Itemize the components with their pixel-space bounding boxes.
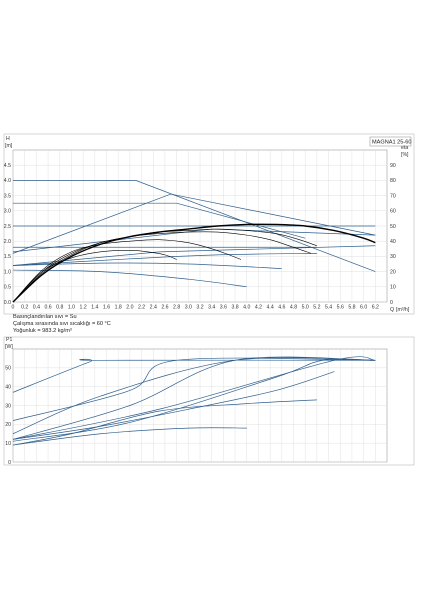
x-tick-label: 4.4 [267, 305, 274, 311]
x-tick-label: 2.2 [138, 305, 145, 311]
y-axis-right-label: eta [401, 145, 408, 151]
x-tick-label: 4.0 [243, 305, 250, 311]
p1-tick-label: 40 [5, 384, 11, 390]
power-curve [12, 427, 247, 446]
y-right-tick-label: 90 [390, 163, 396, 169]
efficiency-curve [12, 250, 177, 303]
y-right-tick-label: 0 [390, 300, 393, 306]
power-curve [12, 356, 376, 440]
p1-tick-label: 30 [5, 403, 11, 409]
efficiency-curve [12, 231, 312, 303]
x-axis-unit: [m³/h] [396, 307, 410, 313]
x-tick-label: 3.0 [185, 305, 192, 311]
pump-curve [13, 202, 306, 239]
efficiency-curve [12, 228, 317, 303]
x-tick-label: 5.8 [348, 305, 355, 311]
p1-tick-label: 50 [5, 366, 11, 372]
x-tick-label: 3.6 [220, 305, 227, 311]
condition-temperature: Çalışma sırasında sıvı sıcaklığı = 60 °C [13, 321, 111, 327]
title-box [369, 136, 412, 147]
efficiency-curve [12, 239, 242, 303]
x-tick-label: 5.2 [313, 305, 320, 311]
top-tick-labels: 0 0.2 0.4 0.6 0.8 1.0 1.2 1.4 1.6 1.8 2.0 2.2 2.4 2.6… [4, 163, 396, 311]
y-right-tick-label: 80 [390, 178, 396, 184]
p1-tick-label: 0 [8, 460, 11, 466]
power-curve [12, 399, 317, 446]
x-tick-label: 0.8 [56, 305, 63, 311]
y-tick-label: 2.0 [4, 239, 11, 245]
x-tick-label: 3.2 [196, 305, 203, 311]
x-tick-label: 6.2 [372, 305, 379, 311]
x-tick-label: 4.2 [255, 305, 262, 311]
y-tick-label: 1.5 [4, 254, 11, 260]
top-panel-frame [3, 133, 415, 315]
y-right-tick-label: 70 [390, 193, 396, 199]
x-tick-label: 2.0 [126, 305, 133, 311]
x-tick-label: 3.8 [231, 305, 238, 311]
chart-title: MAGNA1 25-60 [372, 140, 411, 146]
bottom-tick-labels: 0 10 20 30 40 50 [5, 366, 11, 466]
x-tick-label: 5.4 [325, 305, 332, 311]
x-tick-label: 4.8 [290, 305, 297, 311]
y-tick-label: 1.0 [4, 269, 11, 275]
y-axis-left-unit: [m] [5, 143, 13, 149]
y-right-tick-label: 60 [390, 209, 396, 215]
power-curve [12, 371, 335, 440]
power-curve [12, 358, 376, 393]
p1-tick-label: 20 [5, 422, 11, 428]
x-tick-label: 0.2 [21, 305, 28, 311]
bottom-series-group [12, 356, 376, 446]
efficiency-curve [12, 223, 376, 303]
y-tick-label: 3.5 [4, 193, 11, 199]
x-tick-label: 4.6 [278, 305, 285, 311]
x-tick-label: 0.4 [33, 305, 40, 311]
y-right-tick-label: 20 [390, 269, 396, 275]
x-tick-label: 1.0 [68, 305, 75, 311]
y-axis-left-label: H [6, 136, 10, 142]
y-tick-label: 0.0 [4, 300, 11, 306]
x-tick-label: 2.8 [173, 305, 180, 311]
y-tick-label: 0.5 [4, 285, 11, 291]
p1-axis-unit: [W] [5, 344, 13, 350]
condition-fluid: Basınçlandırılan sıvı = Su [13, 314, 77, 320]
y-right-tick-label: 30 [390, 254, 396, 260]
x-tick-label: 1.6 [103, 305, 110, 311]
condition-density: Yoğunluk = 983.2 kg/m³ [13, 328, 72, 334]
y-axis-right-unit: [%] [401, 152, 409, 158]
pump-curve [12, 262, 282, 269]
x-tick-label: 1.4 [91, 305, 98, 311]
x-tick-label: 5.6 [337, 305, 344, 311]
pump-curve [12, 193, 376, 254]
y-tick-label: 3.0 [4, 209, 11, 215]
y-right-tick-label: 40 [390, 239, 396, 245]
pump-curve [13, 180, 376, 272]
bottom-grid [12, 349, 387, 463]
y-right-tick-label: 10 [390, 285, 396, 291]
y-tick-label: 4.0 [4, 178, 11, 184]
x-tick-label: 6.0 [360, 305, 367, 311]
p1-axis-label: P1 [6, 337, 12, 343]
x-tick-label: 1.8 [115, 305, 122, 311]
x-tick-label: 0 [12, 305, 15, 311]
x-axis-label: Q [390, 307, 394, 313]
x-tick-label: 2.6 [161, 305, 168, 311]
x-tick-label: 5.0 [302, 305, 309, 311]
y-tick-label: 4.5 [4, 163, 11, 169]
power-curve [12, 356, 376, 440]
top-series-group [12, 180, 376, 303]
x-tick-label: 1.2 [80, 305, 87, 311]
x-tick-label: 2.4 [150, 305, 157, 311]
y-tick-label: 2.5 [4, 224, 11, 230]
p1-tick-label: 10 [5, 441, 11, 447]
bottom-panel-frame [3, 336, 415, 466]
power-curve [12, 357, 376, 435]
power-curve [12, 358, 376, 442]
x-tick-label: 0.6 [44, 305, 51, 311]
y-right-tick-label: 50 [390, 224, 396, 230]
x-tick-label: 3.4 [208, 305, 215, 311]
